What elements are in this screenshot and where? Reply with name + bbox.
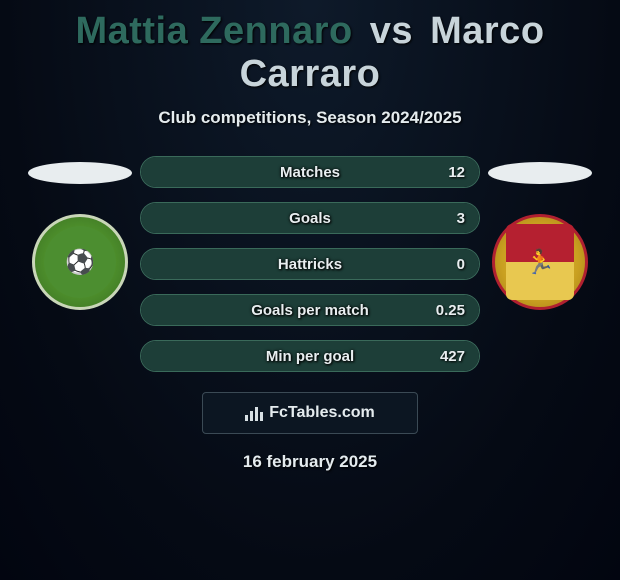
feralpisalo-crest-icon: ⚽ [44,226,116,298]
stat-label: Goals [141,203,479,233]
stats-table: Matches 12 Goals 3 Hattricks 0 Goals per… [140,156,480,372]
player1-club-badge: ⚽ [32,214,128,310]
bar-chart-icon [245,405,263,421]
player2-club-badge: 🏃 [492,214,588,310]
vs-separator: vs [370,10,413,52]
stat-row-min-per-goal: Min per goal 427 [140,340,480,372]
player2-silhouette [488,162,592,184]
bassano-virtus-crest-icon: 🏃 [506,224,574,300]
stat-value-right: 0.25 [436,295,465,325]
right-player-column: 🏃 [480,156,600,310]
stat-label: Matches [141,157,479,187]
brand-prefix: Fc [269,404,288,421]
stat-row-goals: Goals 3 [140,202,480,234]
stat-value-right: 12 [448,157,465,187]
brand-suffix: Tables.com [288,404,375,421]
player1-name: Mattia Zennaro [75,10,352,52]
comparison-title: Mattia Zennaro vs Marco Carraro [0,0,620,96]
stat-row-matches: Matches 12 [140,156,480,188]
comparison-content: ⚽ Matches 12 Goals 3 Hattricks 0 Goals p… [0,156,620,372]
stat-row-goals-per-match: Goals per match 0.25 [140,294,480,326]
stat-label: Hattricks [141,249,479,279]
snapshot-date: 16 february 2025 [0,452,620,472]
left-player-column: ⚽ [20,156,140,310]
season-subtitle: Club competitions, Season 2024/2025 [0,108,620,128]
fctables-watermark[interactable]: FcTables.com [202,392,418,434]
stat-value-right: 0 [457,249,465,279]
stat-label: Goals per match [141,295,479,325]
stat-value-right: 427 [440,341,465,371]
player1-silhouette [28,162,132,184]
stat-value-right: 3 [457,203,465,233]
stat-label: Min per goal [141,341,479,371]
stat-row-hattricks: Hattricks 0 [140,248,480,280]
